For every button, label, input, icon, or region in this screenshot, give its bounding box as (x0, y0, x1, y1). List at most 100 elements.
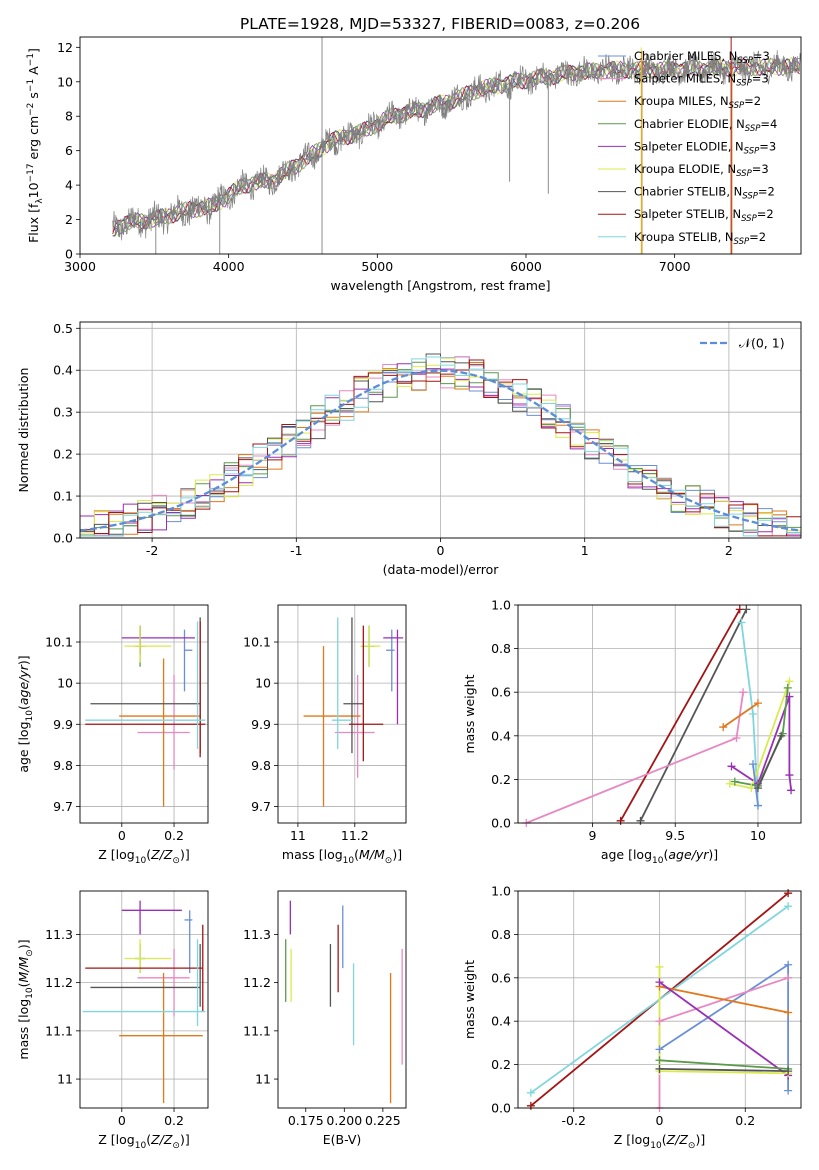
y-tick-label: 6 (65, 143, 73, 158)
y-tick-label: 10 (57, 74, 73, 89)
y-tick-label: 10.1 (243, 635, 271, 650)
x-tick-label: 1 (581, 543, 589, 558)
x-axis-label: E(B-V) (323, 1132, 362, 1147)
errorbar-kroupa-stelib (82, 939, 206, 1027)
weight-line-salpeter-stelib (619, 608, 741, 822)
legend-label-kroupa-miles: Kroupa MILES, NSSP=2 (634, 94, 761, 111)
y-tick-label: 9.7 (251, 799, 271, 814)
errorbar-kroupa-stelib (85, 621, 206, 749)
y-tick-label: 0.6 (491, 970, 511, 985)
errorbar-salpeter-stelib (349, 625, 384, 762)
weight-point-kroupa-miles (719, 723, 728, 732)
weight-line-salpeter-elodie (658, 981, 789, 1077)
grid-age_vs_mass (278, 605, 406, 823)
weight-point-chabrier-miles (655, 1045, 664, 1054)
y-axis-label: age [log10(age/yr)] (16, 655, 35, 772)
panel-mass_vs_ebv: 0.175 0.200 0.225 11 11.1 11.2 11.3 E(B-V) (243, 890, 407, 1147)
legend-label-kroupa-stelib: Kroupa STELIB, NSSP=2 (634, 230, 766, 247)
errorbar-salpeter-miles (334, 674, 375, 778)
x-tick-label: 2 (725, 543, 733, 558)
observed-spectrum (112, 50, 801, 241)
y-axis-label: Flux [fλ10−17 erg cm−2 s−1 A−1] (26, 48, 45, 243)
plot-area-residuals (80, 353, 801, 538)
normal-curve (80, 369, 801, 532)
weight-point-chabrier-miles (753, 801, 762, 810)
x-axis-label: age [log10(age/yr)] (601, 847, 718, 866)
weight-point-salpeter-stelib (616, 816, 625, 825)
weight-point-salpeter-miles (732, 733, 741, 742)
weight-point-kroupa-miles (753, 699, 762, 708)
x-tick-label: 9.5 (665, 828, 685, 843)
y-tick-label: 0.8 (491, 641, 511, 656)
x-tick-label: 5000 (361, 259, 393, 274)
legend-label-kroupa-elodie: Kroupa ELODIE, NSSP=3 (634, 162, 769, 179)
weight-point-kroupa-elodie (655, 962, 664, 971)
x-tick-label: 11.2 (341, 828, 369, 843)
errorbar-salpeter-stelib (85, 924, 204, 1012)
y-tick-label: 0.1 (53, 489, 73, 504)
histogram-kroupa-stelib (80, 356, 801, 538)
plot-area-mass_vs_Z (82, 900, 206, 1104)
y-tick-label: 11.3 (45, 927, 73, 942)
weight-point-chabrier-stelib (636, 816, 645, 825)
weight-point-salpeter-stelib (526, 1101, 535, 1110)
y-tick-label: 2 (65, 212, 73, 227)
weight-point-chabrier-miles (749, 760, 758, 769)
x-axis-label: mass [log10(M/M⊙)] (282, 847, 402, 866)
panel-residuals: -2 -1 0 1 2 0.0 0.1 0.2 0.3 0.4 0.5 (data-model)/er… (16, 321, 802, 577)
errorbar-chabrier-miles (183, 629, 193, 692)
weight-point-chabrier-elodie (655, 1056, 664, 1065)
x-tick-label: 0.2 (735, 1113, 755, 1128)
weight-point-chabrier-miles (784, 960, 793, 969)
panel-weight_vs_age: 9 9.5 10 0.0 0.2 0.4 0.6 0.8 1.0 age [log10(age/y… (462, 598, 802, 866)
axes-frame (79, 321, 802, 539)
weight-point-salpeter-elodie (655, 978, 664, 987)
x-tick-label: 0.2 (164, 828, 184, 843)
panel-mass_vs_Z: 0 0.2 11 11.1 11.2 11.3 Z [log10(Z/Z⊙)] mass [l… (16, 890, 209, 1151)
y-tick-label: 1.0 (491, 884, 511, 899)
weight-point-kroupa-elodie (785, 677, 794, 686)
x-tick-label: 6000 (510, 259, 542, 274)
weight-point-chabrier-stelib (753, 784, 762, 793)
weight-point-chabrier-stelib (655, 1064, 664, 1073)
weight-line-kroupa-miles (722, 702, 759, 728)
weight-point-chabrier-elodie (730, 777, 739, 786)
weight-point-chabrier-elodie (783, 683, 792, 692)
y-tick-label: 10 (57, 676, 73, 691)
weight-point-chabrier-stelib (784, 1067, 793, 1076)
figure-title: PLATE=1928, MJD=53327, FIBERID=0083, z=0… (240, 15, 640, 33)
x-axis-label: Z [log10(Z/Z⊙)] (614, 1132, 705, 1151)
x-tick-label: 7000 (659, 259, 691, 274)
weight-point-salpeter-elodie (787, 786, 796, 795)
weight-point-salpeter-elodie (785, 692, 794, 701)
y-tick-label: 9.8 (251, 758, 271, 773)
weight-point-salpeter-miles (655, 1017, 664, 1026)
axes-frame (277, 604, 407, 824)
panel-spectrum: 3000 4000 5000 6000 7000 0 2 4 6 8 10 12 wavelength … (26, 36, 802, 293)
x-tick-label: 0.175 (288, 1113, 324, 1128)
weight-point-kroupa-miles (784, 1008, 793, 1017)
weight-point-salpeter-elodie (785, 771, 794, 780)
y-tick-label: 0.6 (491, 685, 511, 700)
axes-frame (79, 604, 209, 824)
y-tick-label: 0.0 (491, 1101, 511, 1116)
y-tick-label: 8 (65, 109, 73, 124)
y-tick-label: 12 (57, 40, 73, 55)
y-tick-label: 0.2 (491, 1057, 511, 1072)
weight-line-chabrier-miles (752, 763, 759, 806)
y-tick-label: 1.0 (491, 598, 511, 613)
axes-frame (517, 890, 802, 1109)
y-tick-label: 0 (65, 247, 73, 262)
y-axis-label: mass weight (462, 674, 477, 753)
errorbar-kroupa-stelib (332, 617, 352, 749)
x-tick-label: 0.225 (365, 1113, 401, 1128)
y-tick-label: 0.2 (491, 772, 511, 787)
axes-frame (517, 604, 802, 824)
legend: Chabrier MILES, NSSP=3 Salpeter MILES, NS… (598, 49, 777, 247)
y-tick-label: 9.8 (53, 758, 73, 773)
y-tick-label: 4 (65, 178, 73, 193)
weight-point-chabrier-miles (784, 1086, 793, 1095)
weight-line-chabrier-stelib (639, 608, 748, 822)
weight-line-chabrier-stelib (659, 1068, 789, 1072)
weight-point-chabrier-stelib (777, 731, 786, 740)
